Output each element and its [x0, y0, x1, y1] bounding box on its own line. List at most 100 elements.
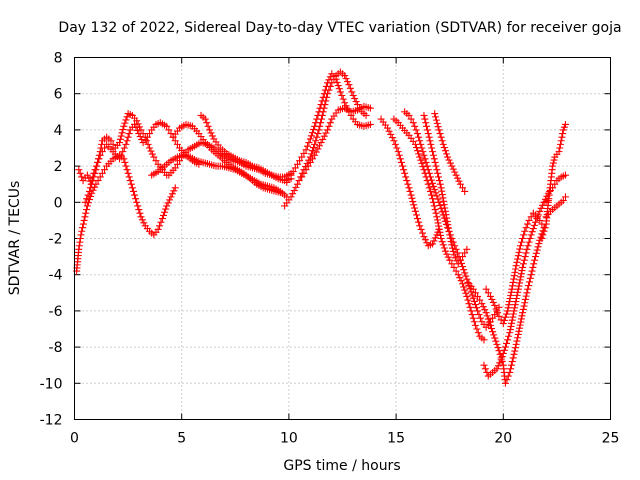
data-point — [352, 98, 360, 106]
data-point — [81, 213, 89, 221]
data-point — [540, 227, 548, 235]
data-point — [161, 208, 169, 216]
data-point — [411, 207, 419, 215]
data-point — [412, 126, 420, 134]
data-point — [424, 166, 432, 174]
data-point — [425, 184, 433, 192]
data-point — [432, 209, 440, 217]
data-point — [159, 211, 167, 219]
data-point — [505, 301, 513, 309]
data-point — [464, 278, 472, 286]
data-point — [440, 197, 448, 205]
data-point — [287, 193, 295, 201]
x-tick-label: 25 — [602, 431, 620, 447]
data-point — [520, 302, 528, 310]
data-point — [316, 104, 324, 112]
data-point — [514, 334, 522, 342]
data-point — [441, 204, 449, 212]
data-point — [486, 321, 494, 329]
data-point — [471, 321, 479, 329]
data-point — [490, 331, 498, 339]
data-point — [561, 120, 569, 128]
data-point — [431, 206, 439, 214]
data-point — [541, 195, 549, 203]
data-point — [422, 119, 430, 127]
y-tick-labels: -12 -10 -8 -6 -4 -2 0 2 4 6 8 — [40, 51, 63, 429]
data-point — [509, 278, 517, 286]
data-point — [319, 93, 327, 101]
data-point — [492, 305, 500, 313]
data-point — [136, 209, 144, 217]
data-point — [441, 247, 449, 255]
data-point — [307, 150, 315, 158]
data-point — [533, 246, 541, 254]
data-point — [456, 180, 464, 188]
series-6 — [169, 120, 286, 197]
data-point — [101, 144, 109, 152]
data-point — [346, 84, 354, 92]
data-point — [84, 191, 92, 199]
data-point — [421, 155, 429, 163]
data-point — [442, 150, 450, 158]
data-point — [511, 268, 519, 276]
data-point — [513, 291, 521, 299]
data-point — [529, 263, 537, 271]
data-point — [473, 325, 481, 333]
data-point — [549, 159, 557, 167]
data-point — [420, 233, 428, 241]
data-point — [117, 132, 125, 140]
data-point — [118, 129, 126, 137]
data-point — [305, 139, 313, 147]
data-point — [529, 225, 537, 233]
series-9 — [283, 70, 374, 186]
data-point — [146, 144, 154, 152]
data-point — [513, 258, 521, 266]
data-point — [509, 310, 517, 318]
data-point — [293, 180, 301, 188]
data-point — [527, 213, 535, 221]
data-point — [416, 222, 424, 230]
data-point — [136, 123, 144, 131]
data-point — [478, 300, 486, 308]
x-tick-label: 5 — [177, 431, 186, 447]
data-point — [444, 153, 452, 161]
data-point — [495, 312, 503, 320]
data-point — [491, 301, 499, 309]
data-point — [489, 298, 497, 306]
data-point — [418, 144, 426, 152]
data-point — [488, 325, 496, 333]
data-point — [521, 299, 529, 307]
data-point — [415, 150, 423, 158]
data-point — [322, 82, 330, 90]
series-10 — [298, 102, 374, 181]
data-point — [423, 162, 431, 170]
data-point — [306, 158, 314, 166]
data-point — [295, 177, 303, 185]
data-point — [154, 225, 162, 233]
data-point — [514, 288, 522, 296]
y-tick-label: 0 — [54, 195, 63, 211]
data-point — [434, 123, 442, 131]
data-point — [148, 150, 156, 158]
data-point — [510, 307, 518, 315]
data-point — [345, 81, 353, 89]
series-19 — [538, 120, 569, 242]
data-point — [116, 155, 124, 163]
data-point — [417, 225, 425, 233]
data-point — [318, 97, 326, 105]
data-point — [393, 144, 401, 152]
data-point — [83, 206, 91, 214]
data-point — [481, 306, 489, 314]
data-point — [292, 183, 300, 191]
data-markers — [73, 68, 569, 387]
data-point — [87, 180, 95, 188]
data-point — [448, 260, 456, 268]
data-point — [138, 216, 146, 224]
series-5 — [165, 139, 295, 181]
data-point — [556, 140, 564, 148]
data-point — [507, 322, 515, 330]
data-point — [492, 337, 500, 345]
y-tick-label: 6 — [54, 87, 63, 103]
data-point — [409, 119, 417, 127]
data-point — [430, 155, 438, 163]
